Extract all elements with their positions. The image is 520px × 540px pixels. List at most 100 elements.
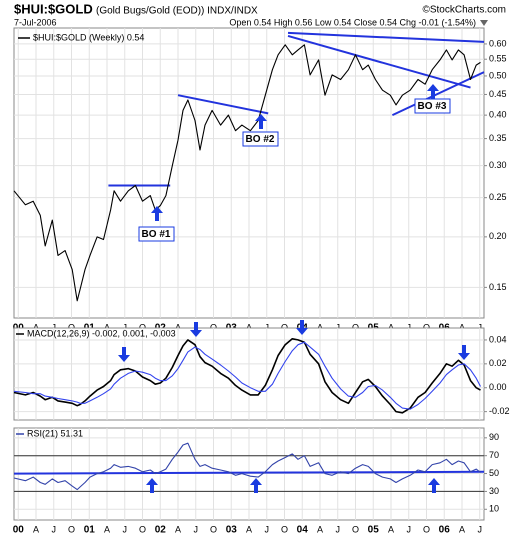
plot-layer: 00 A J O 01 A J O 02 A J O 03 A J O 04 A J O 05 A J O 06 A J 0.60 0.… bbox=[13, 27, 510, 536]
x-tick-label: O bbox=[210, 322, 217, 332]
x-tick-label: A bbox=[246, 322, 252, 332]
arrow bbox=[458, 345, 470, 360]
annotation: BO #3 bbox=[418, 101, 447, 112]
x-tick-label: A bbox=[175, 524, 181, 534]
y-tick-label: 0.15 bbox=[489, 282, 507, 292]
x-tick-label: 06 bbox=[439, 525, 451, 536]
y-tick-label: 0.25 bbox=[489, 192, 507, 202]
x-tick-label: 05 bbox=[368, 525, 380, 536]
x-tick-label: J bbox=[335, 322, 340, 332]
arrow bbox=[250, 478, 262, 493]
arrow bbox=[190, 322, 202, 337]
x-tick-label: A bbox=[33, 322, 39, 332]
series-line bbox=[177, 94, 269, 115]
y-tick-label: 0.40 bbox=[489, 110, 507, 120]
x-tick-label: J bbox=[194, 524, 199, 534]
y-tick-label: 0.45 bbox=[489, 89, 507, 99]
x-tick-label: 02 bbox=[155, 525, 167, 536]
annotation: BO #1 bbox=[142, 229, 171, 240]
x-tick-label: J bbox=[477, 322, 482, 332]
series-line bbox=[13, 44, 481, 302]
annotation: BO #2 bbox=[246, 134, 275, 145]
x-tick-label: O bbox=[423, 524, 430, 534]
panel-title: MACD(12,26,9) -0.002, 0.001, -0.003 bbox=[27, 328, 176, 338]
y-tick-label: 0.00 bbox=[489, 382, 507, 392]
x-tick-label: O bbox=[352, 322, 359, 332]
y-tick-label: 50 bbox=[489, 468, 499, 478]
label-box bbox=[414, 98, 451, 114]
legend-label: $HUI:$GOLD (Weekly) 0.54 bbox=[33, 32, 144, 42]
x-tick-label: O bbox=[281, 322, 288, 332]
series-line bbox=[13, 470, 485, 475]
arrow bbox=[146, 478, 158, 493]
y-tick-label: 0.02 bbox=[489, 358, 507, 368]
x-tick-label: O bbox=[281, 524, 288, 534]
y-tick-label: 0.50 bbox=[489, 70, 507, 80]
x-tick-label: J bbox=[335, 524, 340, 534]
x-tick-label: J bbox=[123, 524, 128, 534]
y-tick-label: 0.04 bbox=[489, 334, 507, 344]
x-tick-label: J bbox=[264, 524, 269, 534]
x-tick-label: A bbox=[388, 524, 394, 534]
x-tick-label: A bbox=[388, 322, 394, 332]
x-tick-label: J bbox=[123, 322, 128, 332]
series-line bbox=[13, 341, 481, 410]
y-tick-label: -0.02 bbox=[489, 406, 510, 416]
source: ©StockCharts.com bbox=[422, 5, 506, 16]
chart-title: $HUI:$GOLD bbox=[14, 1, 93, 16]
x-tick-label: 04 bbox=[297, 525, 309, 536]
label-box bbox=[138, 226, 175, 242]
x-tick-label: A bbox=[459, 524, 465, 534]
x-tick-label: A bbox=[459, 322, 465, 332]
x-tick-label: A bbox=[317, 524, 323, 534]
y-tick-label: 0.30 bbox=[489, 160, 507, 170]
x-tick-label: O bbox=[68, 524, 75, 534]
series-line bbox=[391, 71, 485, 117]
x-tick-label: 01 bbox=[84, 525, 96, 536]
x-tick-label: O bbox=[210, 524, 217, 534]
chart-subtitle: (Gold Bugs/Gold (EOD)) INDX/INDX bbox=[96, 6, 258, 17]
series-line bbox=[287, 34, 471, 89]
x-tick-label: J bbox=[406, 524, 411, 534]
arrow bbox=[118, 347, 130, 362]
x-tick-label: A bbox=[104, 322, 110, 332]
series-line bbox=[13, 338, 481, 414]
x-tick-label: A bbox=[246, 524, 252, 534]
x-tick-label: A bbox=[33, 524, 39, 534]
x-tick-label: J bbox=[477, 524, 482, 534]
x-tick-label: A bbox=[317, 322, 323, 332]
x-tick-label: A bbox=[175, 322, 181, 332]
x-tick-label: 00 bbox=[13, 525, 25, 536]
series-line bbox=[287, 31, 485, 43]
x-tick-label: O bbox=[139, 524, 146, 534]
x-tick-label: J bbox=[264, 322, 269, 332]
panel-title: RSI(21) 51.31 bbox=[27, 428, 83, 438]
series-line bbox=[13, 442, 481, 491]
x-tick-label: O bbox=[68, 322, 75, 332]
quote: Open 0.54 High 0.56 Low 0.54 Close 0.54 … bbox=[229, 17, 476, 27]
x-tick-label: A bbox=[104, 524, 110, 534]
x-tick-label: O bbox=[352, 524, 359, 534]
annotations: BO #1 BO #2 BO #3 bbox=[118, 84, 470, 493]
y-tick-label: 0.60 bbox=[489, 38, 507, 48]
x-tick-label: J bbox=[52, 524, 57, 534]
label-box bbox=[242, 131, 279, 147]
y-tick-label: 90 bbox=[489, 432, 499, 442]
x-tick-label: J bbox=[52, 322, 57, 332]
y-tick-label: 10 bbox=[489, 504, 499, 514]
x-tick-label: O bbox=[139, 322, 146, 332]
menu-icon bbox=[480, 20, 488, 26]
arrow bbox=[427, 84, 439, 99]
y-tick-label: 0.55 bbox=[489, 54, 507, 64]
x-tick-label: J bbox=[406, 322, 411, 332]
y-tick-label: 70 bbox=[489, 450, 499, 460]
y-tick-label: 30 bbox=[489, 486, 499, 496]
date: 7-Jul-2006 bbox=[14, 17, 57, 27]
arrow bbox=[151, 206, 163, 221]
arrow bbox=[296, 320, 308, 335]
y-tick-label: 0.35 bbox=[489, 133, 507, 143]
y-tick-label: 0.20 bbox=[489, 231, 507, 241]
x-tick-label: O bbox=[423, 322, 430, 332]
arrow bbox=[428, 478, 440, 493]
